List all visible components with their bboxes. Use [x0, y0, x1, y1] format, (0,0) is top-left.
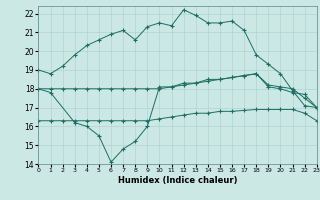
X-axis label: Humidex (Indice chaleur): Humidex (Indice chaleur) [118, 176, 237, 185]
